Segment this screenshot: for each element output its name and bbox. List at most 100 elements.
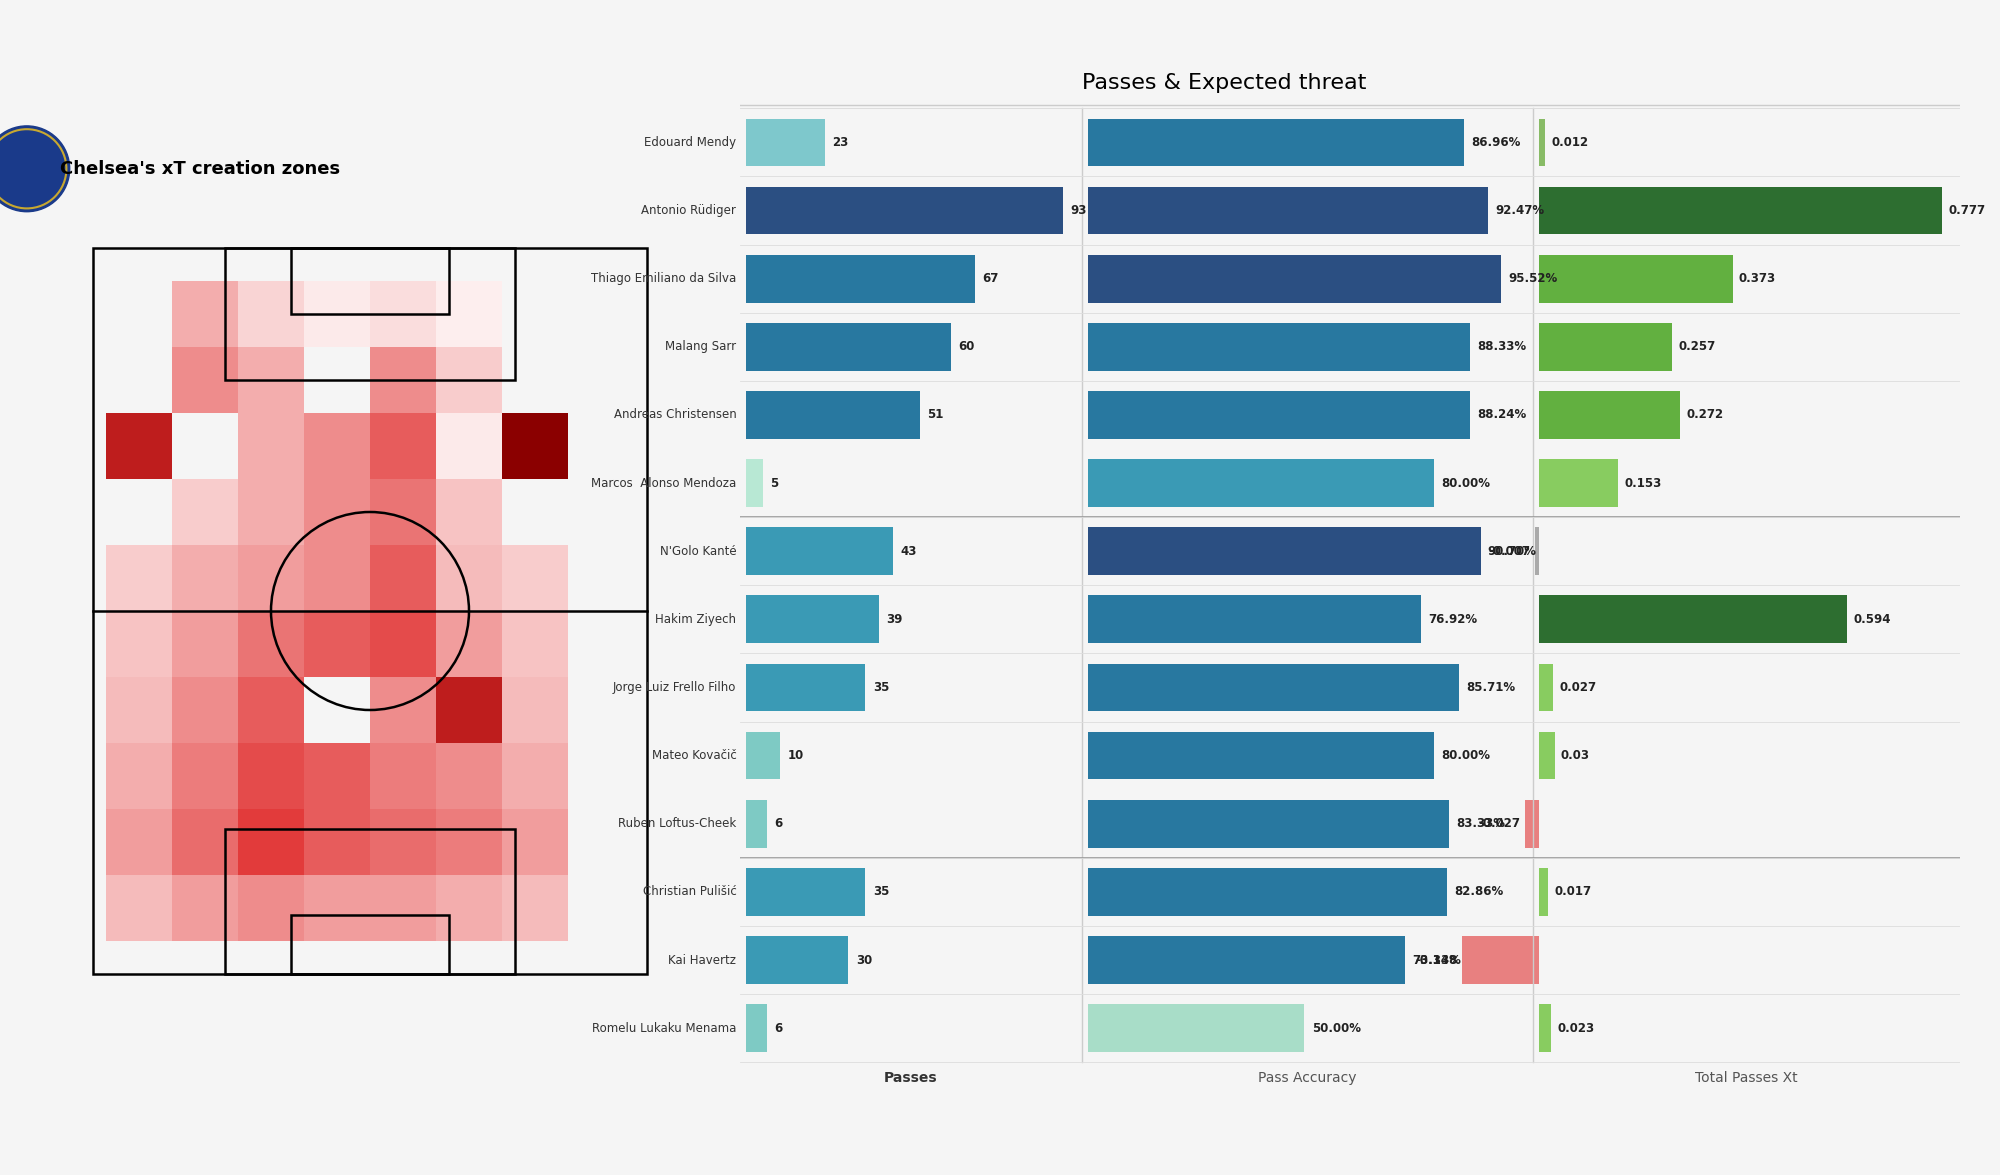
Text: 0.027: 0.027 [1560, 682, 1596, 694]
Text: Antonio Rüdiger: Antonio Rüdiger [642, 204, 736, 217]
FancyBboxPatch shape [1088, 323, 1470, 370]
FancyBboxPatch shape [1540, 868, 1548, 915]
Bar [238, 281, 304, 347]
Text: Pass Accuracy: Pass Accuracy [1258, 1072, 1356, 1086]
Bar [436, 545, 502, 611]
Text: Passes: Passes [884, 1072, 938, 1086]
Text: 35: 35 [872, 682, 890, 694]
Text: 43: 43 [900, 545, 916, 558]
FancyBboxPatch shape [746, 119, 824, 166]
Text: 5: 5 [770, 477, 778, 490]
Bar [172, 281, 238, 347]
Bar [502, 545, 568, 611]
Bar [370, 347, 436, 412]
Bar [304, 479, 370, 545]
Text: Jorge Luiz Frello Filho: Jorge Luiz Frello Filho [612, 682, 736, 694]
Bar [238, 611, 304, 677]
Bar [370, 810, 436, 875]
Bar [304, 412, 370, 479]
Text: -0.027: -0.027 [1478, 818, 1520, 831]
FancyBboxPatch shape [1088, 936, 1406, 983]
Bar [370, 412, 436, 479]
FancyBboxPatch shape [1536, 528, 1540, 575]
Text: 86.96%: 86.96% [1472, 136, 1522, 149]
Bar [370, 743, 436, 810]
Bar [290, 914, 450, 974]
Bar [92, 248, 648, 974]
Text: 95.52%: 95.52% [1508, 273, 1558, 286]
Bar [370, 479, 436, 545]
Text: 51: 51 [928, 409, 944, 422]
Bar [304, 810, 370, 875]
Text: 6: 6 [774, 818, 782, 831]
Text: N'Golo Kanté: N'Golo Kanté [660, 545, 736, 558]
Text: Chelsea's xT creation zones: Chelsea's xT creation zones [60, 160, 340, 177]
Text: 0.373: 0.373 [1738, 273, 1776, 286]
Text: -0.007: -0.007 [1488, 545, 1530, 558]
Text: 0.257: 0.257 [1678, 341, 1716, 354]
Bar [436, 479, 502, 545]
Text: 73.33%: 73.33% [1412, 953, 1462, 967]
Bar [370, 875, 436, 941]
Bar [106, 810, 172, 875]
Text: 10: 10 [788, 750, 804, 763]
FancyBboxPatch shape [1088, 732, 1434, 779]
Text: Andreas Christensen: Andreas Christensen [614, 409, 736, 422]
Bar [502, 412, 568, 479]
Bar [106, 412, 172, 479]
Text: Romelu Lukaku Menama: Romelu Lukaku Menama [592, 1021, 736, 1035]
Bar [238, 545, 304, 611]
Text: Marcos  Alonso Mendoza: Marcos Alonso Mendoza [592, 477, 736, 490]
Bar [502, 743, 568, 810]
Bar [436, 412, 502, 479]
Bar [172, 875, 238, 941]
FancyBboxPatch shape [746, 868, 866, 915]
Text: 35: 35 [872, 886, 890, 899]
FancyBboxPatch shape [1462, 936, 1540, 983]
FancyBboxPatch shape [746, 391, 920, 438]
Text: 76.92%: 76.92% [1428, 613, 1478, 626]
Text: 82.86%: 82.86% [1454, 886, 1504, 899]
FancyBboxPatch shape [746, 255, 974, 302]
FancyBboxPatch shape [1540, 187, 1942, 234]
Bar [436, 611, 502, 677]
Text: 23: 23 [832, 136, 848, 149]
Circle shape [0, 126, 70, 212]
FancyBboxPatch shape [1088, 800, 1448, 847]
Bar [172, 810, 238, 875]
FancyBboxPatch shape [1540, 391, 1680, 438]
Text: 93: 93 [1070, 204, 1086, 217]
Bar [502, 611, 568, 677]
Bar [238, 743, 304, 810]
Text: 85.71%: 85.71% [1466, 682, 1516, 694]
Text: 88.24%: 88.24% [1478, 409, 1526, 422]
Bar [238, 677, 304, 743]
Bar [172, 545, 238, 611]
Text: 0.017: 0.017 [1554, 886, 1592, 899]
FancyBboxPatch shape [1526, 800, 1540, 847]
Text: Total Passes Xt: Total Passes Xt [1696, 1072, 1798, 1086]
Bar [172, 347, 238, 412]
FancyBboxPatch shape [1540, 664, 1554, 711]
Text: Malang Sarr: Malang Sarr [666, 341, 736, 354]
Bar [436, 677, 502, 743]
FancyBboxPatch shape [746, 187, 1064, 234]
FancyBboxPatch shape [1540, 1005, 1552, 1052]
Bar [370, 281, 436, 347]
Bar [370, 677, 436, 743]
Text: Mateo Kovačič: Mateo Kovačič [652, 750, 736, 763]
Bar [304, 611, 370, 677]
FancyBboxPatch shape [746, 323, 950, 370]
FancyBboxPatch shape [1088, 459, 1434, 506]
FancyBboxPatch shape [1088, 187, 1488, 234]
FancyBboxPatch shape [746, 936, 848, 983]
Bar [238, 347, 304, 412]
Text: 0.03: 0.03 [1560, 750, 1590, 763]
FancyBboxPatch shape [1540, 732, 1554, 779]
Text: 90.70%: 90.70% [1488, 545, 1536, 558]
Bar [436, 875, 502, 941]
Bar [304, 545, 370, 611]
FancyBboxPatch shape [746, 528, 892, 575]
Text: 92.47%: 92.47% [1496, 204, 1544, 217]
Text: 67: 67 [982, 273, 998, 286]
